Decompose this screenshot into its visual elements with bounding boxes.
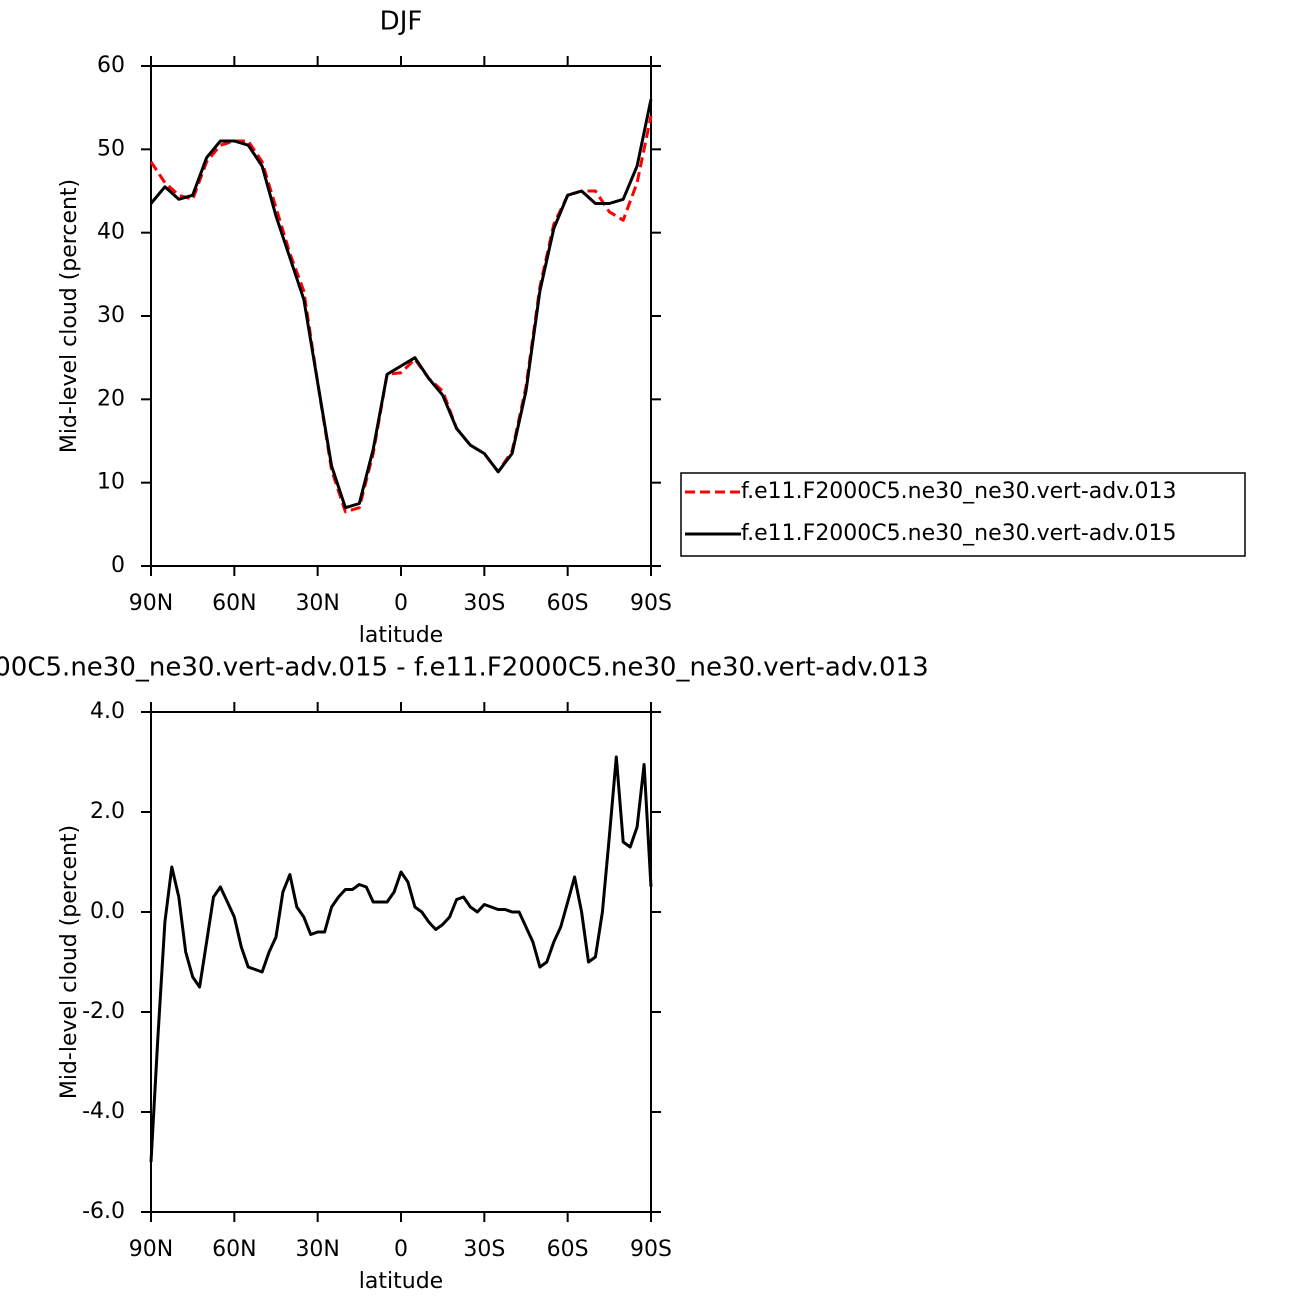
x-tick-label: 0 bbox=[394, 591, 408, 616]
plot-frame bbox=[150, 65, 652, 567]
y-axis-label: Mid-level cloud (percent) bbox=[57, 179, 82, 453]
chart-title: f.e11.F2000C5.ne30_ne30.vert-adv.015 - f… bbox=[0, 653, 929, 683]
legend-label: f.e11.F2000C5.ne30_ne30.vert-adv.013 bbox=[741, 479, 1177, 504]
plot-frame bbox=[150, 711, 652, 1213]
x-tick-label: 60N bbox=[212, 1237, 256, 1262]
x-tick-label: 0 bbox=[394, 1237, 408, 1262]
x-tick-label: 90S bbox=[630, 591, 672, 616]
y-tick-label: 60 bbox=[97, 53, 125, 78]
x-tick-label: 60N bbox=[212, 591, 256, 616]
x-tick-label: 30N bbox=[295, 1237, 339, 1262]
x-tick-label: 90N bbox=[129, 591, 173, 616]
y-tick-label: -4.0 bbox=[82, 1099, 125, 1124]
y-tick-label: -6.0 bbox=[82, 1199, 125, 1224]
x-axis-label: latitude bbox=[359, 623, 443, 648]
x-axis-label: latitude bbox=[359, 1269, 443, 1294]
data-line bbox=[149, 98, 653, 510]
legend-label: f.e11.F2000C5.ne30_ne30.vert-adv.015 bbox=[741, 521, 1177, 546]
x-tick-label: 30S bbox=[463, 1237, 505, 1262]
y-tick-label: 0.0 bbox=[90, 899, 125, 924]
y-tick-label: 40 bbox=[97, 220, 125, 245]
x-tick-label: 30S bbox=[463, 591, 505, 616]
x-tick-label: 90S bbox=[630, 1237, 672, 1262]
chart-title: DJF bbox=[380, 7, 423, 37]
y-tick-label: 2.0 bbox=[90, 799, 125, 824]
y-tick-label: 10 bbox=[97, 470, 125, 495]
y-tick-label: -2.0 bbox=[82, 999, 125, 1024]
y-tick-label: 50 bbox=[97, 136, 125, 161]
y-tick-label: 4.0 bbox=[90, 699, 125, 724]
x-tick-label: 60S bbox=[547, 591, 589, 616]
y-tick-label: 30 bbox=[97, 303, 125, 328]
y-axis-label: Mid-level cloud (percent) bbox=[57, 825, 82, 1099]
x-tick-label: 90N bbox=[129, 1237, 173, 1262]
data-line bbox=[149, 115, 653, 514]
data-line bbox=[149, 755, 653, 1163]
legend-box bbox=[680, 472, 1246, 557]
y-tick-label: 20 bbox=[97, 386, 125, 411]
y-tick-label: 0 bbox=[111, 553, 125, 578]
x-tick-label: 60S bbox=[547, 1237, 589, 1262]
x-tick-label: 30N bbox=[295, 591, 339, 616]
